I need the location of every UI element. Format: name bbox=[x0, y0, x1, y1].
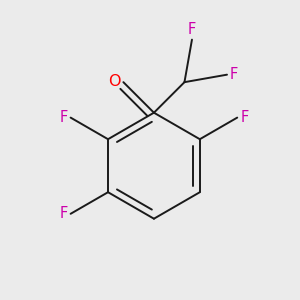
Text: F: F bbox=[230, 67, 238, 82]
Text: F: F bbox=[188, 22, 196, 37]
Text: O: O bbox=[108, 74, 120, 89]
Text: F: F bbox=[59, 110, 68, 125]
Text: F: F bbox=[59, 206, 68, 221]
Text: F: F bbox=[240, 110, 248, 125]
